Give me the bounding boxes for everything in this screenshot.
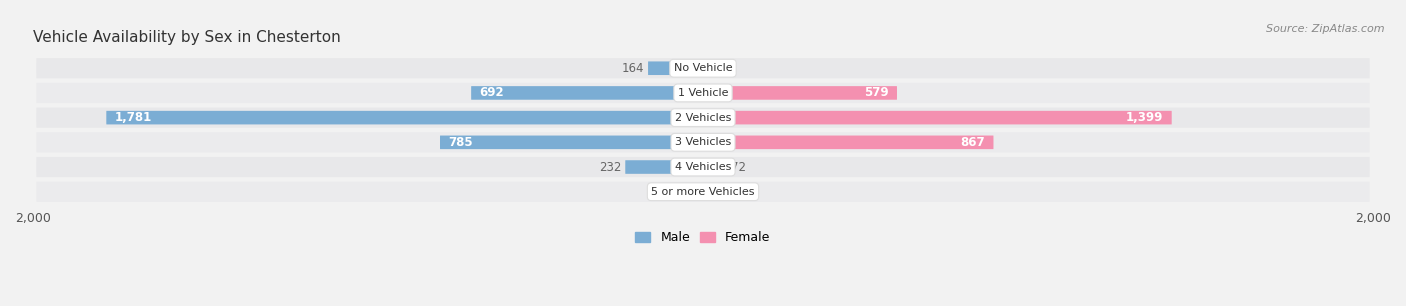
- FancyBboxPatch shape: [37, 107, 1369, 128]
- Text: 785: 785: [449, 136, 472, 149]
- Text: 164: 164: [621, 62, 644, 75]
- FancyBboxPatch shape: [37, 132, 1369, 152]
- Text: No Vehicle: No Vehicle: [673, 63, 733, 73]
- FancyBboxPatch shape: [648, 62, 703, 75]
- Text: 1,781: 1,781: [115, 111, 152, 124]
- FancyBboxPatch shape: [37, 58, 1369, 78]
- Text: 692: 692: [479, 86, 505, 99]
- Text: Vehicle Availability by Sex in Chesterton: Vehicle Availability by Sex in Chesterto…: [32, 30, 340, 45]
- FancyBboxPatch shape: [37, 181, 1369, 202]
- FancyBboxPatch shape: [37, 83, 1369, 103]
- Text: 72: 72: [659, 185, 675, 198]
- Text: 2 Vehicles: 2 Vehicles: [675, 113, 731, 123]
- Text: 232: 232: [599, 161, 621, 174]
- Text: 579: 579: [863, 86, 889, 99]
- Text: 867: 867: [960, 136, 986, 149]
- Text: 4 Vehicles: 4 Vehicles: [675, 162, 731, 172]
- Legend: Male, Female: Male, Female: [630, 226, 776, 249]
- FancyBboxPatch shape: [703, 136, 994, 149]
- FancyBboxPatch shape: [703, 62, 707, 75]
- FancyBboxPatch shape: [703, 185, 730, 199]
- Text: 13: 13: [711, 62, 727, 75]
- Text: 3 Vehicles: 3 Vehicles: [675, 137, 731, 147]
- Text: 5 or more Vehicles: 5 or more Vehicles: [651, 187, 755, 197]
- Text: Source: ZipAtlas.com: Source: ZipAtlas.com: [1267, 24, 1385, 35]
- FancyBboxPatch shape: [679, 185, 703, 199]
- FancyBboxPatch shape: [107, 111, 703, 125]
- Text: 1 Vehicle: 1 Vehicle: [678, 88, 728, 98]
- FancyBboxPatch shape: [37, 157, 1369, 177]
- Text: 72: 72: [731, 161, 747, 174]
- FancyBboxPatch shape: [471, 86, 703, 100]
- FancyBboxPatch shape: [703, 111, 1171, 125]
- FancyBboxPatch shape: [626, 160, 703, 174]
- FancyBboxPatch shape: [703, 160, 727, 174]
- Text: 1,399: 1,399: [1126, 111, 1163, 124]
- FancyBboxPatch shape: [703, 86, 897, 100]
- Text: 80: 80: [734, 185, 748, 198]
- FancyBboxPatch shape: [440, 136, 703, 149]
